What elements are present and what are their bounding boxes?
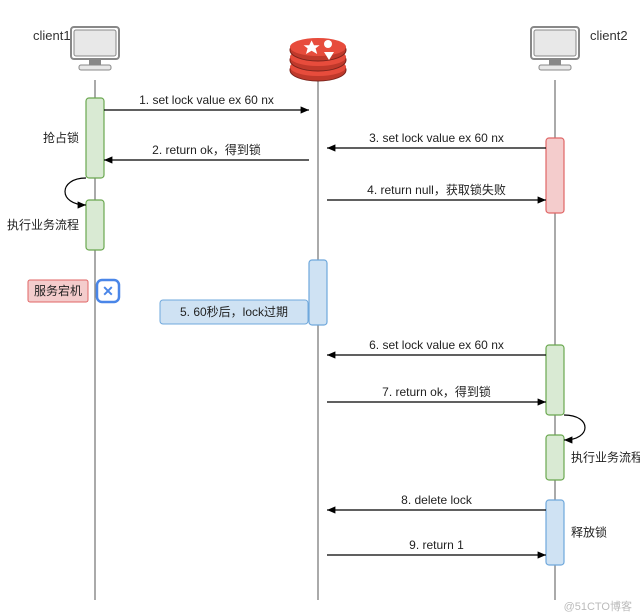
activation-label-0: 抢占锁: [43, 130, 79, 145]
participant-client2: client2: [531, 27, 628, 70]
timeout-note-text: 5. 60秒后，lock过期: [180, 305, 288, 319]
crash-icon: ✕: [97, 280, 119, 302]
svg-text:✕: ✕: [102, 283, 114, 299]
activation-client1-1: [86, 200, 104, 250]
self-call-1: [564, 415, 585, 440]
message-label-6: 6. set lock value ex 60 nx: [369, 338, 504, 352]
activation-label-6: 释放锁: [571, 525, 607, 540]
message-label-8: 8. delete lock: [401, 493, 473, 507]
self-call-0: [65, 178, 86, 205]
client1-label: client1: [33, 28, 71, 43]
message-label-2: 2. return ok，得到锁: [152, 142, 261, 157]
watermark: @51CTO博客: [564, 599, 632, 613]
activation-client2-6: [546, 500, 564, 565]
message-label-9: 9. return 1: [409, 538, 464, 552]
computer-icon: [71, 27, 119, 70]
message-label-7: 7. return ok，得到锁: [382, 384, 491, 399]
activation-label-1: 执行业务流程: [7, 217, 79, 232]
participant-redis: [290, 38, 346, 81]
redis-icon: [290, 38, 346, 81]
message-label-1: 1. set lock value ex 60 nx: [139, 93, 274, 107]
client2-label: client2: [590, 28, 628, 43]
activation-client1-0: [86, 98, 104, 178]
crash-note-text: 服务宕机: [34, 283, 82, 298]
activation-client2-5: [546, 435, 564, 480]
activation-label-5: 执行业务流程: [571, 450, 640, 465]
participant-client1: client1: [33, 27, 119, 70]
activation-client2-4: [546, 345, 564, 415]
activation-redis-2: [309, 260, 327, 325]
activation-client2-3: [546, 138, 564, 213]
computer-icon: [531, 27, 579, 70]
message-label-3: 3. set lock value ex 60 nx: [369, 131, 504, 145]
message-label-4: 4. return null，获取锁失败: [367, 182, 506, 197]
